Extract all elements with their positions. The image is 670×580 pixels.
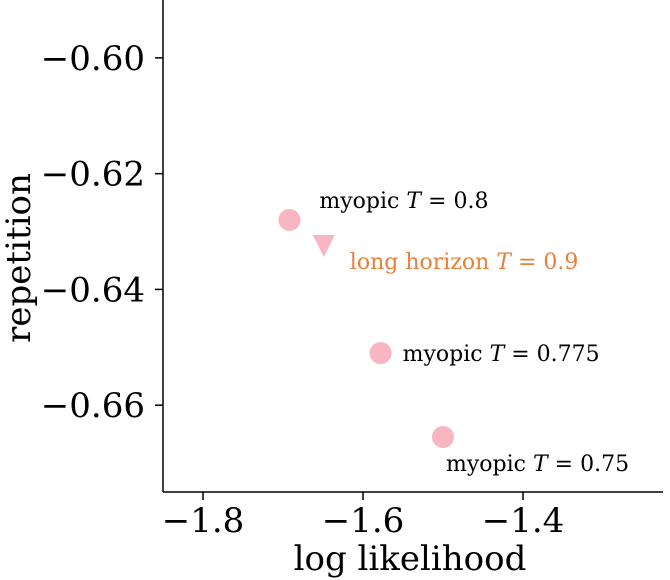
point-label-variable: T — [496, 250, 513, 275]
point-label: myopic T = 0.75 — [446, 452, 629, 477]
point-label: long horizon T = 0.9 — [350, 250, 579, 275]
point-annotations: myopic T = 0.8 long horizon T = 0.9 myopic… — [319, 189, 629, 477]
point-label-variable: T — [490, 342, 507, 367]
data-points — [278, 208, 454, 449]
y-tick-label: −0.66 — [41, 386, 145, 426]
point-label-value: = 0.8 — [421, 189, 488, 214]
y-tick-label: −0.62 — [41, 155, 145, 195]
point-label-value: = 0.75 — [548, 452, 629, 477]
point-label-prefix: myopic — [403, 342, 490, 367]
y-tick-label: −0.60 — [41, 39, 145, 79]
data-point-triangle — [312, 235, 335, 257]
x-tick-label: −1.6 — [322, 501, 405, 541]
x-tick-label: −1.4 — [482, 501, 565, 541]
point-label: myopic T = 0.8 — [319, 189, 488, 214]
point-label-prefix: long horizon — [350, 250, 497, 275]
x-axis-label: log likelihood — [294, 539, 527, 579]
y-tick-label: −0.64 — [41, 270, 145, 310]
point-label: myopic T = 0.775 — [403, 342, 600, 367]
y-axis-label: repetition — [0, 173, 39, 343]
x-ticks: −1.8 −1.6 −1.4 — [162, 492, 565, 541]
x-tick-label: −1.8 — [162, 501, 245, 541]
point-label-prefix: myopic — [446, 452, 533, 477]
point-label-value: = 0.9 — [511, 250, 578, 275]
data-point-circle — [278, 208, 301, 231]
point-label-value: = 0.775 — [504, 342, 599, 367]
data-point-circle — [432, 426, 454, 449]
point-label-variable: T — [406, 189, 423, 214]
data-point-circle — [369, 342, 392, 365]
point-label-variable: T — [533, 452, 550, 477]
point-label-prefix: myopic — [319, 189, 406, 214]
y-ticks: −0.60 −0.62 −0.64 −0.66 — [41, 39, 163, 426]
